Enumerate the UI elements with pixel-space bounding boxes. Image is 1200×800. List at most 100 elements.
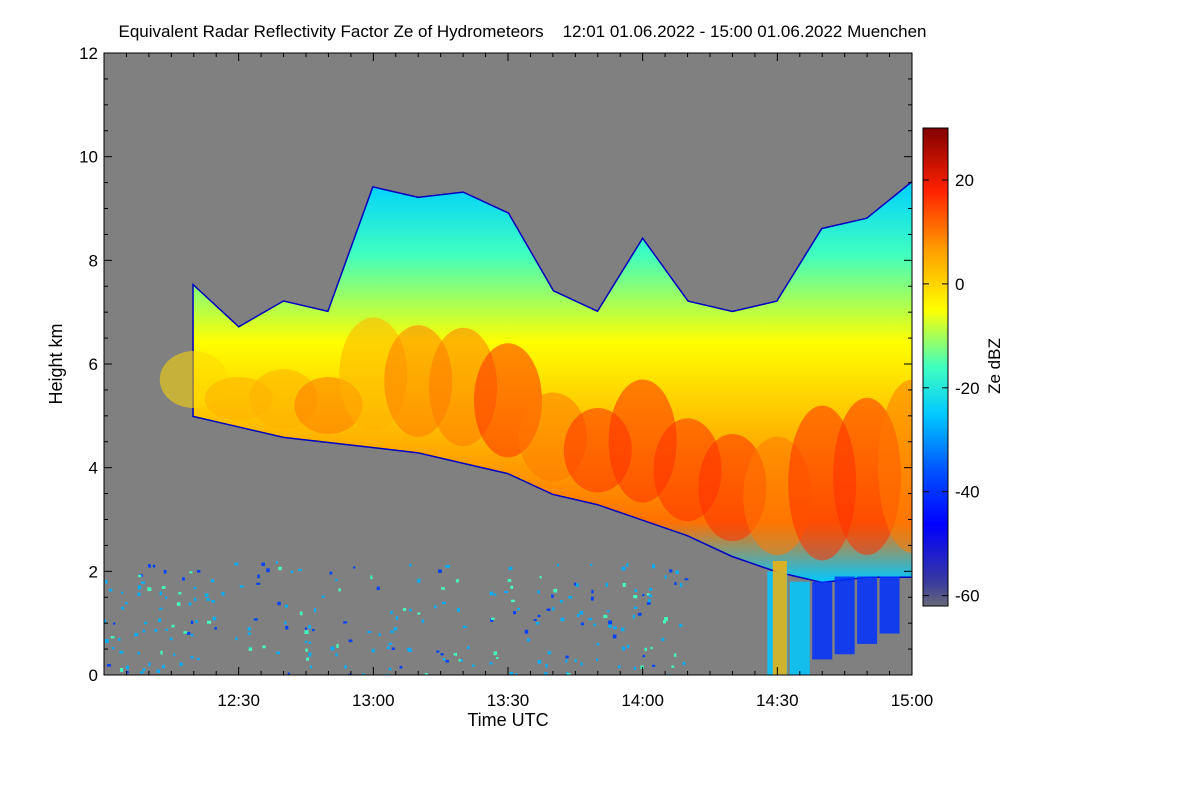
clutter-speck [195,619,198,623]
clutter-speck [674,582,677,586]
clutter-speck [276,651,280,655]
clutter-speck [121,591,124,594]
clutter-speck [108,588,113,592]
clutter-speck [566,673,571,675]
clutter-speck [493,651,498,656]
colorbar-tick-label: 0 [955,275,964,294]
clutter-speck [395,616,399,620]
clutter-speck [544,672,548,675]
clutter-speck [574,659,577,662]
clutter-speck [579,610,584,615]
clutter-speck [621,646,626,651]
clutter-speck [137,652,140,655]
clutter-speck [206,598,210,601]
clutter-speck [212,616,217,621]
clutter-speck [559,600,563,603]
clutter-speck [455,579,459,583]
clutter-speck [137,585,142,590]
clutter-speck [453,653,458,656]
clutter-speck [632,614,635,619]
clutter-speck [642,654,645,658]
clutter-speck [547,651,552,655]
clutter-speck [388,642,393,645]
clutter-speck [275,561,278,564]
clutter-speck [648,594,653,598]
clutter-speck [148,564,151,568]
clutter-speck [442,658,446,661]
clutter-speck [533,618,537,622]
clutter-speck [621,566,626,571]
clutter-speck [613,626,617,630]
clutter-speck [575,583,579,587]
clutter-speck [467,645,470,649]
clutter-speck [626,563,629,567]
clutter-speck [284,621,287,625]
clutter-speck [147,587,152,592]
clutter-speck [438,569,442,573]
clutter-speck [646,593,650,596]
clutter-speck [489,662,493,665]
clutter-speck [513,611,517,615]
clutter-speck [154,629,158,632]
y-axis-label: Height km [46,323,66,404]
clutter-speck [621,627,625,632]
clutter-speck [669,569,673,573]
clutter-speck [143,621,148,625]
clutter-speck [336,644,339,649]
clutter-speck [110,636,115,639]
clutter-speck [391,647,395,651]
clutter-speck [385,673,390,675]
y-tick-label: 8 [89,251,98,270]
clutter-speck [622,583,626,587]
clutter-speck [138,574,142,578]
clutter-speck [580,662,583,666]
clutter-speck [165,628,168,631]
clutter-speck [644,647,647,651]
radar-data-layer [104,180,912,675]
clutter-speck [576,614,580,618]
clutter-speck [105,579,108,584]
clutter-speck [262,645,266,649]
clutter-speck [190,620,194,624]
precipitation-streak [879,576,900,634]
clutter-speck [160,650,163,655]
clutter-speck [537,614,541,618]
precipitation-streak [834,576,855,655]
clutter-speck [308,624,312,629]
clutter-speck [608,620,613,625]
y-tick-label: 2 [89,562,98,581]
clutter-speck [152,564,156,568]
clutter-speck [591,589,594,594]
clutter-speck [440,653,444,656]
clutter-speck [353,566,356,569]
clutter-speck [119,650,124,654]
clutter-speck [490,618,494,623]
clutter-speck [674,653,677,657]
x-axis-label: Time UTC [467,710,548,730]
clutter-speck [196,570,201,573]
precipitation-core [772,560,787,675]
clutter-speck [459,659,463,662]
clutter-speck [173,653,176,656]
colorbar-tick-label: -20 [955,379,980,398]
clutter-speck [183,631,188,634]
clutter-speck [306,657,310,661]
clutter-speck [378,633,381,636]
clutter-speck [551,594,554,598]
clutter-speck [441,601,446,605]
clutter-speck [248,647,253,651]
clutter-speck [436,650,440,653]
clutter-speck [524,629,529,634]
x-tick-label: 15:00 [891,691,934,710]
clutter-speck [287,672,290,675]
clutter-speck [299,611,303,616]
clutter-speck [496,656,499,660]
clutter-speck [190,633,194,637]
clutter-speck [111,647,115,650]
clutter-speck [176,602,181,606]
clutter-speck [171,624,175,628]
clutter-speck [517,607,520,611]
clutter-speck [210,579,215,583]
clutter-speck [573,582,577,586]
